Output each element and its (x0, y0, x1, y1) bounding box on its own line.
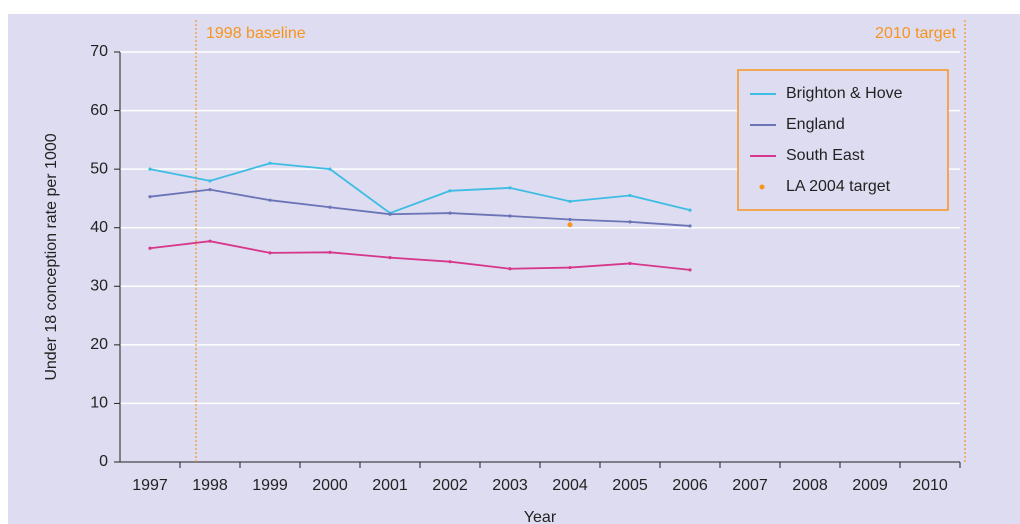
x-tick-label: 2003 (492, 477, 528, 494)
x-tick-label: 2001 (372, 477, 408, 494)
y-axis-label: Under 18 conception rate per 1000 (43, 133, 60, 380)
y-tick-label: 0 (99, 453, 108, 470)
legend-label: England (786, 116, 845, 133)
legend-swatch (759, 184, 765, 190)
x-axis-label: Year (524, 509, 557, 524)
series-point (448, 211, 452, 215)
series-point (628, 193, 632, 198)
series-line (149, 188, 691, 227)
x-tick-label: 1999 (252, 477, 288, 494)
series-point (508, 267, 512, 271)
series-line (149, 240, 691, 271)
series-point (508, 214, 512, 218)
x-tick-label: 2002 (432, 477, 468, 494)
x-tick-label: 2010 (912, 477, 948, 494)
series-point (328, 205, 332, 209)
series-point (268, 251, 272, 255)
series-point (568, 199, 572, 203)
series-point (268, 161, 272, 165)
x-tick-label: 2005 (612, 477, 648, 494)
series-point (448, 260, 452, 264)
series-point (208, 179, 212, 183)
x-tick-label: 2008 (792, 477, 828, 494)
series-point (628, 220, 632, 224)
legend-label: Brighton & Hove (786, 85, 903, 102)
series-point (208, 188, 212, 192)
y-tick-label: 20 (90, 336, 108, 353)
series-point (328, 167, 332, 171)
x-tick-label: 2007 (732, 477, 768, 494)
annotation: 1998 baseline (206, 25, 306, 42)
y-tick-label: 10 (90, 395, 108, 412)
series-point (688, 224, 692, 228)
series-point (568, 217, 572, 222)
series-point (208, 239, 212, 243)
series-point (388, 212, 392, 216)
series-point (688, 268, 692, 272)
x-tick-label: 1997 (132, 477, 168, 494)
x-tick-label: 2006 (672, 477, 708, 494)
x-tick-label: 2000 (312, 477, 348, 494)
series-point (508, 186, 512, 190)
series-point (328, 250, 332, 254)
x-tick-label: 1998 (192, 477, 228, 494)
annotation: 2010 target (875, 25, 957, 42)
series-point (688, 208, 692, 212)
series-point (568, 265, 572, 270)
legend-label: LA 2004 target (786, 178, 891, 195)
target-point (567, 222, 573, 228)
legend-label: South East (786, 147, 865, 164)
x-tick-label: 2004 (552, 477, 588, 494)
series-point (148, 246, 152, 250)
series-point (628, 261, 632, 266)
series-point (148, 167, 152, 171)
y-tick-label: 50 (90, 160, 108, 177)
series-point (148, 195, 152, 199)
y-tick-label: 30 (90, 278, 108, 295)
series-point (268, 198, 272, 202)
series-point (448, 189, 452, 193)
y-tick-label: 60 (90, 102, 108, 119)
y-tick-label: 70 (90, 43, 108, 60)
y-tick-label: 40 (90, 219, 108, 236)
series-line (149, 162, 691, 215)
series-point (388, 255, 392, 260)
x-tick-label: 2009 (852, 477, 888, 494)
